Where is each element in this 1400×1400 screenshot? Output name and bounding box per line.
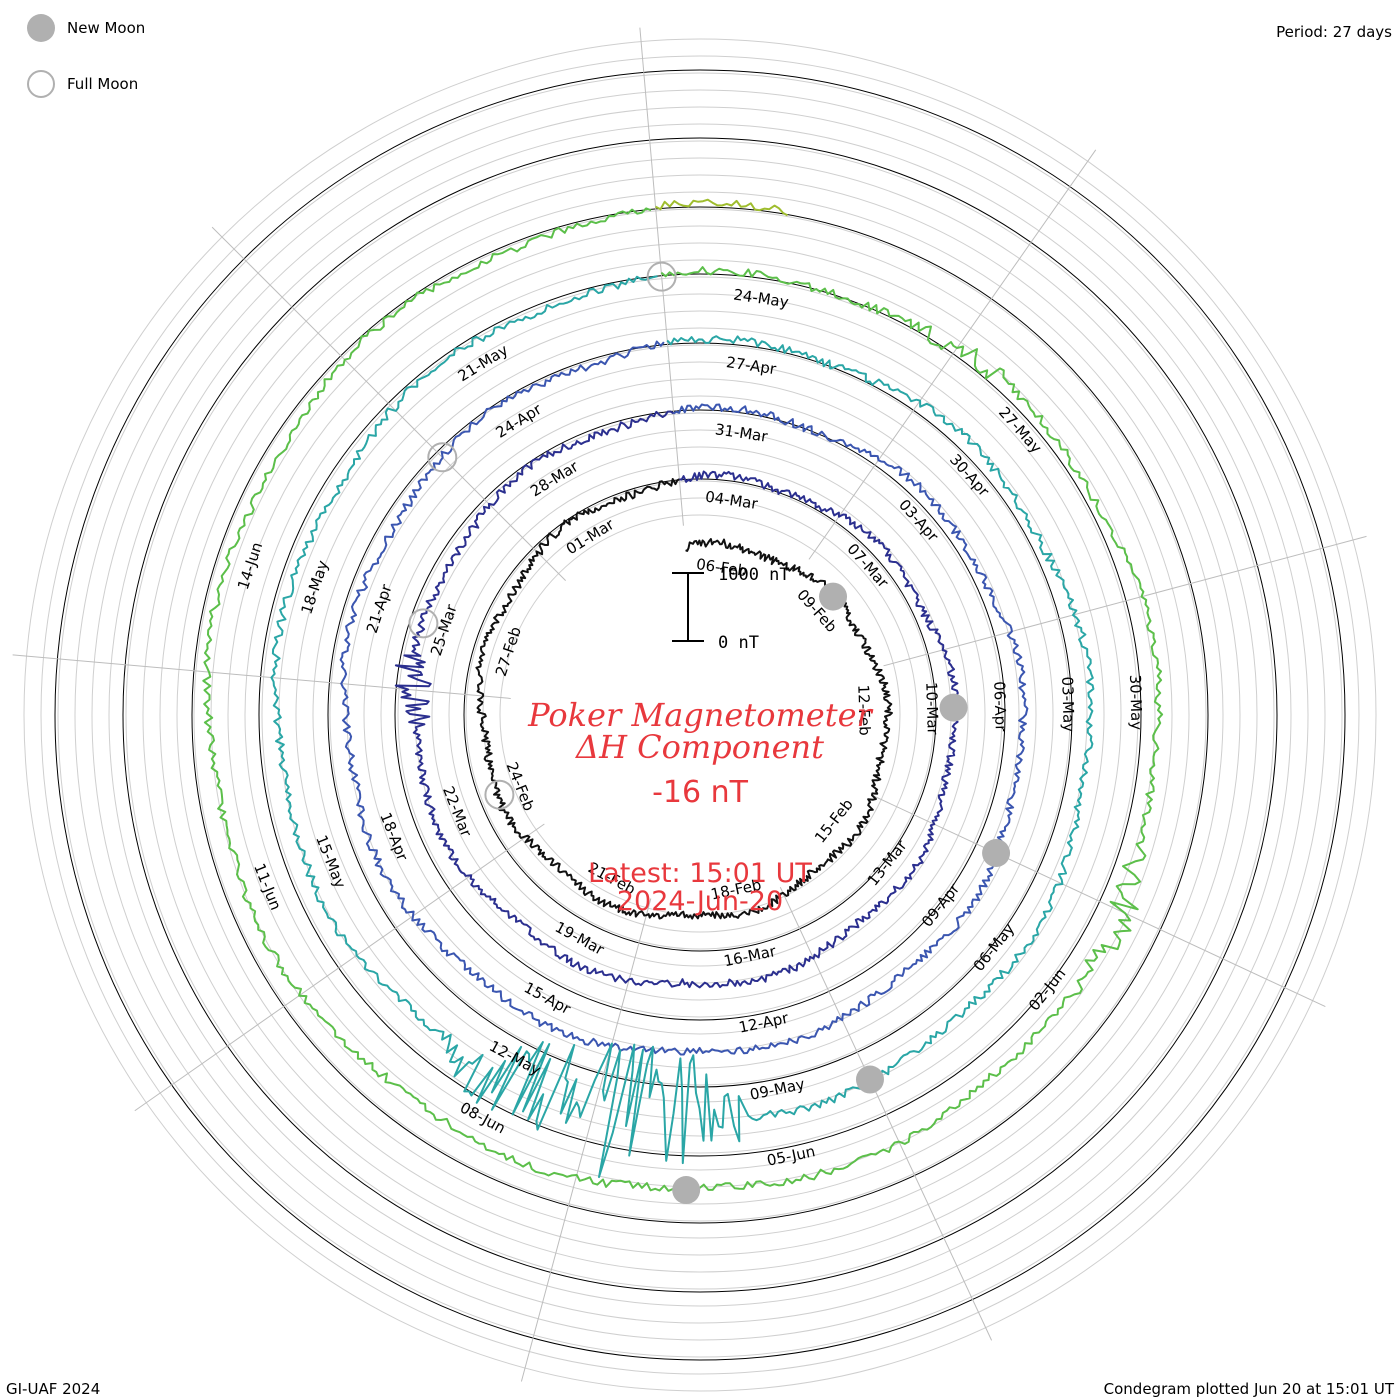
legend-new-moon: New Moon bbox=[27, 14, 145, 42]
series-line bbox=[202, 207, 1164, 1192]
grid-ring bbox=[57, 72, 1343, 1358]
date-label: 19-Mar bbox=[552, 918, 608, 959]
grid-ring bbox=[40, 55, 1360, 1375]
chart-title: Poker Magnetometer bbox=[528, 696, 872, 734]
baseline-ring bbox=[258, 273, 1142, 1157]
spoke-line bbox=[808, 149, 1097, 560]
full-moon-marker bbox=[408, 608, 439, 639]
grid-ring bbox=[482, 497, 918, 933]
current-value: -16 nT bbox=[652, 775, 748, 810]
date-label: 12-Apr bbox=[737, 1009, 791, 1037]
full-moon-marker bbox=[484, 779, 515, 810]
baseline-ring bbox=[191, 206, 1209, 1224]
new-moon-marker bbox=[982, 839, 1011, 868]
new-moon-marker bbox=[939, 693, 968, 722]
grid-ring bbox=[176, 191, 1224, 1239]
spoke-line bbox=[871, 794, 1326, 1008]
new-moon-icon bbox=[27, 14, 55, 42]
date-label: 10-Mar bbox=[922, 682, 942, 736]
date-label: 06-Apr bbox=[990, 681, 1010, 732]
chart-subtitle: ΔH Component bbox=[575, 728, 825, 766]
grid-ring bbox=[431, 446, 969, 984]
grid-ring bbox=[261, 276, 1139, 1154]
baseline-ring bbox=[122, 137, 1278, 1293]
scale-bar-top-label: 1000 nT bbox=[718, 565, 790, 585]
grid-ring bbox=[142, 157, 1258, 1273]
grid-ring bbox=[125, 140, 1275, 1290]
date-label: 31-Mar bbox=[714, 420, 770, 446]
date-label: 21-May bbox=[455, 341, 512, 386]
grid-ring bbox=[312, 327, 1088, 1103]
date-label: 16-Mar bbox=[722, 942, 778, 971]
grid-ring bbox=[210, 225, 1190, 1205]
legend-new-moon-label: New Moon bbox=[67, 19, 146, 37]
baseline-ring bbox=[463, 478, 937, 952]
series-line bbox=[655, 198, 788, 217]
series-line bbox=[270, 275, 1095, 1179]
latest-time: Latest: 15:01 UT bbox=[588, 858, 812, 889]
spoke-line bbox=[779, 886, 993, 1341]
baseline-ring bbox=[394, 409, 1006, 1021]
new-moon-marker bbox=[672, 1176, 701, 1205]
spoke-line bbox=[12, 654, 511, 699]
period-label: Period: 27 days bbox=[1276, 23, 1392, 41]
grid-ring bbox=[193, 208, 1207, 1222]
date-label: 18-May bbox=[297, 558, 332, 616]
legend-full-moon-label: Full Moon bbox=[67, 75, 139, 93]
plot-footer: Condegram plotted Jun 20 at 15:01 UT bbox=[1103, 1380, 1394, 1398]
spoke-line bbox=[639, 27, 684, 526]
latest-date: 2024-Jun-20 bbox=[616, 886, 784, 917]
grid-ring bbox=[244, 259, 1156, 1171]
baseline-ring bbox=[54, 69, 1346, 1361]
date-label: 15-May bbox=[312, 833, 349, 891]
new-moon-marker bbox=[819, 582, 848, 611]
spoke-line bbox=[134, 823, 545, 1112]
data-traces bbox=[202, 198, 1164, 1192]
scale-bar-bottom-label: 0 nT bbox=[718, 633, 759, 653]
date-label: 14-Jun bbox=[234, 540, 266, 592]
spoke-line bbox=[211, 226, 567, 582]
spoke-line bbox=[883, 535, 1367, 667]
grid-ring bbox=[108, 123, 1292, 1307]
date-label: 30-May bbox=[1126, 674, 1146, 730]
date-label: 11-Jun bbox=[250, 861, 285, 913]
date-label: 08-Jun bbox=[457, 1098, 508, 1137]
full-moon-marker bbox=[427, 442, 458, 473]
grid-ring bbox=[74, 89, 1326, 1341]
new-moon-marker bbox=[855, 1065, 884, 1094]
series-line bbox=[394, 410, 961, 989]
series-line bbox=[475, 478, 893, 920]
moon-markers bbox=[408, 261, 1011, 1205]
full-moon-marker bbox=[646, 261, 677, 292]
legend-full-moon: Full Moon bbox=[27, 70, 138, 98]
date-label: 05-Jun bbox=[765, 1142, 816, 1170]
full-moon-icon bbox=[27, 70, 55, 98]
series-line bbox=[339, 340, 1029, 1056]
scale-bar: 1000 nT 0 nT bbox=[672, 565, 790, 653]
grid-ring bbox=[397, 412, 1003, 1018]
background-rings bbox=[23, 38, 1377, 1392]
grid-ring bbox=[465, 480, 935, 950]
grid-ring bbox=[91, 106, 1309, 1324]
grid-ring bbox=[329, 344, 1071, 1086]
baseline-ring bbox=[327, 342, 1073, 1088]
grid-ring bbox=[380, 395, 1020, 1035]
date-label: 12-May bbox=[486, 1037, 544, 1079]
date-label: 04-Mar bbox=[704, 488, 760, 514]
date-label: 24-May bbox=[732, 286, 790, 312]
date-label: 03-May bbox=[1058, 676, 1078, 732]
date-label: 27-Feb bbox=[492, 624, 525, 678]
spoke-lines bbox=[12, 27, 1367, 1382]
grid-ring bbox=[159, 174, 1241, 1256]
date-label: 09-May bbox=[748, 1075, 806, 1104]
grid-ring bbox=[363, 378, 1037, 1052]
date-label: 25-Mar bbox=[427, 601, 461, 658]
date-label: 18-Apr bbox=[376, 810, 412, 864]
date-label: 27-Apr bbox=[725, 353, 778, 378]
date-label: 12-Feb bbox=[854, 684, 874, 736]
date-label: 21-Apr bbox=[363, 581, 396, 635]
grid-ring bbox=[23, 38, 1377, 1392]
credit-label: GI-UAF 2024 bbox=[6, 1380, 101, 1398]
